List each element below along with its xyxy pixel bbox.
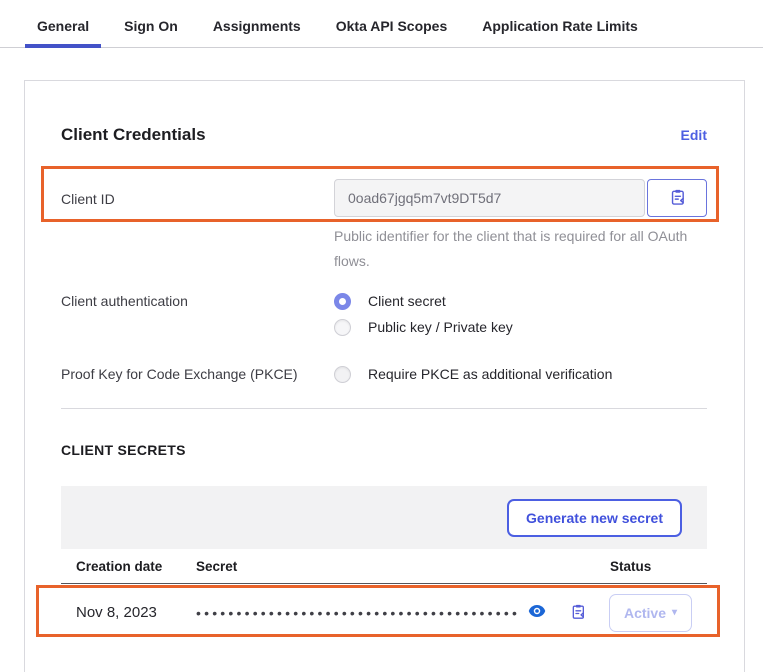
pkce-label: Proof Key for Code Exchange (PKCE) — [61, 366, 298, 382]
client-secrets-title: CLIENT SECRETS — [61, 442, 186, 458]
section-divider — [61, 408, 707, 409]
tab-sign-on[interactable]: Sign On — [124, 18, 178, 34]
tab-application-rate-limits[interactable]: Application Rate Limits — [482, 18, 638, 34]
edit-link[interactable]: Edit — [680, 127, 707, 143]
client-credentials-card: Client Credentials Edit Client ID — [24, 80, 745, 672]
client-authentication-label: Client authentication — [61, 293, 188, 309]
header-creation-date: Creation date — [76, 558, 163, 574]
tab-assignments[interactable]: Assignments — [212, 18, 301, 34]
section-title: Client Credentials — [61, 125, 206, 144]
client-id-row: Client ID Public identifi — [61, 179, 707, 274]
app-tab-bar: General Sign On Assignments Okta API Sco… — [0, 0, 763, 48]
client-secrets-panel-header: Generate new secret — [61, 486, 707, 549]
pkce-checkbox-option[interactable]: Require PKCE as additional verification — [334, 365, 707, 383]
copy-secret-button[interactable] — [570, 603, 586, 623]
radio-selected-icon[interactable] — [334, 292, 351, 310]
card-header: Client Credentials Edit — [61, 125, 707, 145]
tab-okta-api-scopes[interactable]: Okta API Scopes — [335, 18, 448, 34]
clipboard-copy-icon — [669, 188, 686, 209]
client-id-field: Public identifier for the client that is… — [334, 179, 707, 274]
clipboard-copy-icon — [570, 603, 586, 623]
client-secrets-panel: Generate new secret Creation date Secret… — [61, 486, 707, 641]
client-authentication-row: Client authentication Client secret Publ… — [61, 292, 707, 336]
show-secret-button[interactable] — [528, 604, 546, 621]
generate-new-secret-button[interactable]: Generate new secret — [507, 498, 682, 537]
eye-icon — [528, 604, 546, 621]
radio-option-public-private-key[interactable]: Public key / Private key — [334, 318, 707, 336]
secrets-table-header: Creation date Secret Status — [61, 549, 707, 584]
status-dropdown-button[interactable]: Active ▾ — [609, 593, 692, 632]
client-id-input[interactable] — [334, 179, 645, 217]
chevron-down-icon: ▾ — [672, 606, 678, 618]
header-secret: Secret — [196, 558, 238, 574]
status-label: Active — [623, 604, 666, 621]
secret-creation-date: Nov 8, 2023 — [76, 604, 157, 621]
masked-secret-value: •••••••••••••••••••••••••••••••••••••••• — [196, 604, 521, 621]
copy-client-id-button[interactable] — [647, 179, 707, 217]
radio-option-label: Client secret — [368, 293, 446, 309]
tab-general[interactable]: General — [25, 18, 102, 48]
radio-unselected-icon[interactable] — [334, 318, 351, 336]
secret-status-cell: Active ▾ — [596, 593, 692, 632]
header-status: Status — [610, 558, 652, 574]
client-id-help-text: Public identifier for the client that is… — [334, 228, 688, 269]
client-id-label: Client ID — [61, 191, 115, 207]
radio-option-client-secret[interactable]: Client secret — [334, 292, 707, 310]
pkce-row: Proof Key for Code Exchange (PKCE) Requi… — [61, 365, 707, 383]
pkce-option-label: Require PKCE as additional verification — [368, 366, 613, 382]
checkbox-unchecked-icon[interactable] — [334, 365, 351, 383]
secret-table-row: Nov 8, 2023 ••••••••••••••••••••••••••••… — [61, 584, 707, 641]
radio-option-label: Public key / Private key — [368, 319, 513, 335]
secret-value-cell: •••••••••••••••••••••••••••••••••••••••• — [196, 603, 596, 623]
